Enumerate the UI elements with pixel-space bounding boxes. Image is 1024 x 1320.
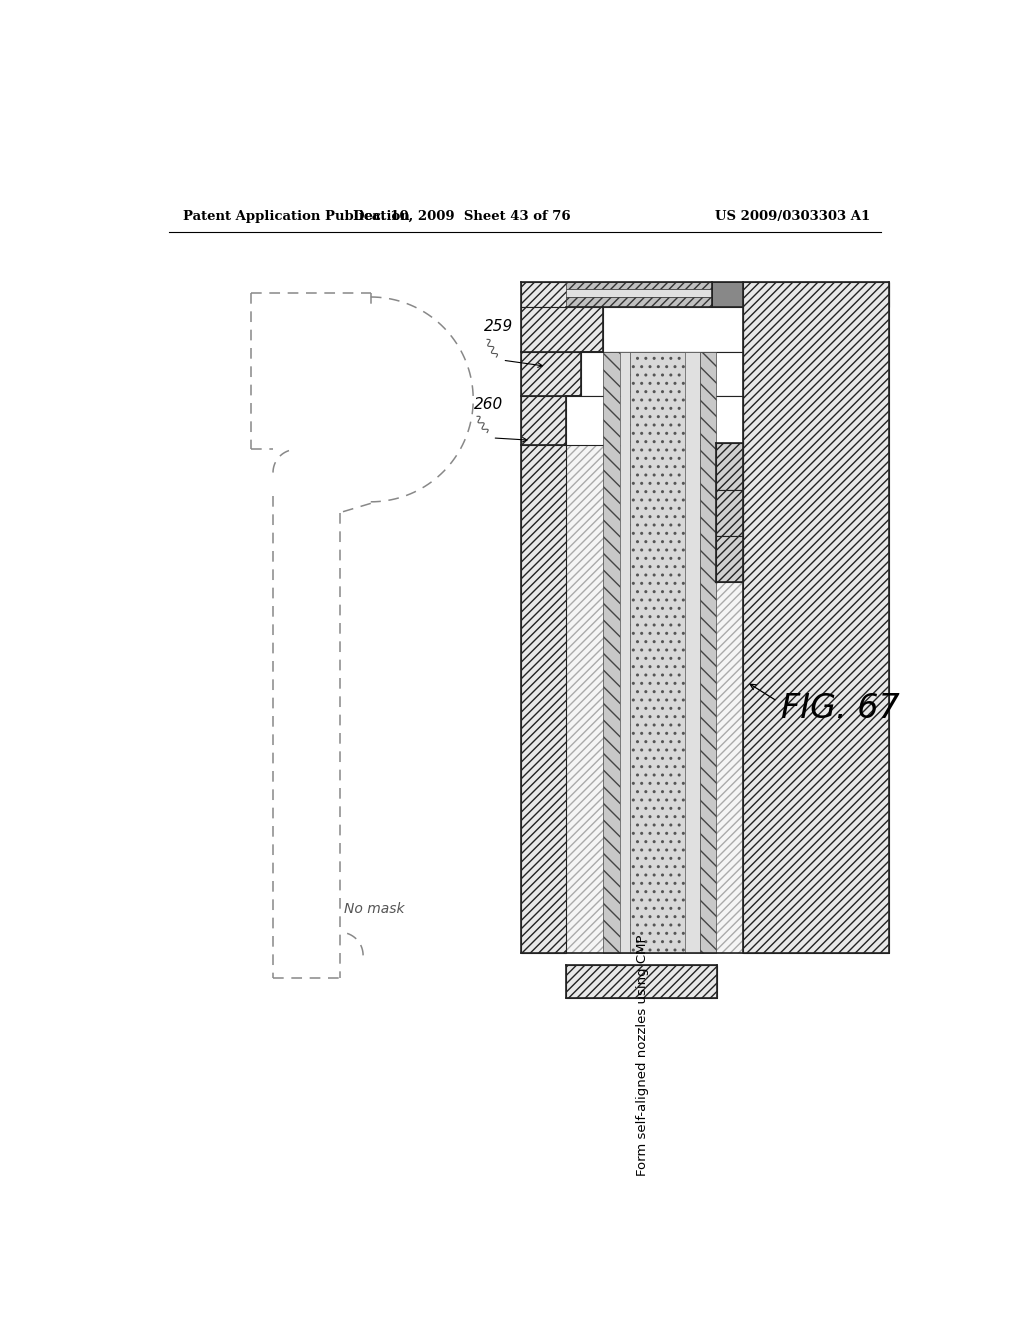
Bar xyxy=(620,352,630,953)
Bar xyxy=(716,490,742,536)
Text: 259: 259 xyxy=(484,318,513,334)
Bar xyxy=(742,281,889,953)
Bar xyxy=(603,352,620,953)
Bar xyxy=(700,352,716,953)
Bar xyxy=(565,297,742,308)
Bar xyxy=(603,308,742,352)
Bar xyxy=(521,396,565,445)
Text: Dec. 10, 2009  Sheet 43 of 76: Dec. 10, 2009 Sheet 43 of 76 xyxy=(353,210,570,223)
Bar xyxy=(716,444,742,490)
Bar xyxy=(712,281,742,308)
Text: FIG. 67: FIG. 67 xyxy=(781,693,900,726)
Bar xyxy=(521,445,565,953)
Text: US 2009/0303303 A1: US 2009/0303303 A1 xyxy=(715,210,869,223)
Bar xyxy=(581,352,742,396)
Bar xyxy=(521,308,603,352)
Bar xyxy=(565,281,742,289)
Text: No mask: No mask xyxy=(344,902,404,916)
Bar xyxy=(716,536,742,582)
Text: Patent Application Publication: Patent Application Publication xyxy=(183,210,410,223)
Text: 260: 260 xyxy=(474,397,503,412)
Bar xyxy=(630,352,685,953)
Bar xyxy=(565,396,742,445)
Bar xyxy=(521,281,889,308)
Text: Form self-aligned nozzles using CMP: Form self-aligned nozzles using CMP xyxy=(636,935,649,1176)
Bar xyxy=(565,445,742,953)
Bar xyxy=(521,352,581,396)
Bar xyxy=(565,289,742,297)
Bar xyxy=(685,352,700,953)
Bar xyxy=(565,965,717,998)
